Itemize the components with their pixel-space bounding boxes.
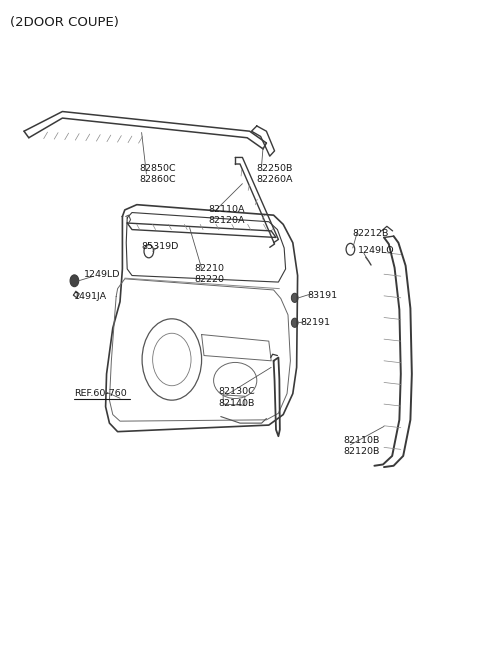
Text: 83191: 83191 — [307, 291, 337, 300]
Text: 82250B
82260A: 82250B 82260A — [257, 164, 293, 184]
Circle shape — [70, 275, 79, 287]
Text: 82130C
82140B: 82130C 82140B — [218, 388, 255, 407]
Circle shape — [291, 293, 298, 302]
Text: 1491JA: 1491JA — [74, 292, 108, 301]
Text: 82212B: 82212B — [353, 229, 389, 238]
Circle shape — [291, 318, 298, 327]
Text: 82110B
82120B: 82110B 82120B — [343, 436, 380, 456]
Text: REF.60-760: REF.60-760 — [74, 389, 127, 398]
Text: 82191: 82191 — [300, 318, 330, 327]
Text: 1249LQ: 1249LQ — [358, 246, 394, 255]
Text: 82850C
82860C: 82850C 82860C — [139, 164, 176, 184]
Text: 1249LD: 1249LD — [84, 270, 120, 279]
Text: (2DOOR COUPE): (2DOOR COUPE) — [10, 16, 119, 30]
Text: 82210
82220: 82210 82220 — [194, 264, 225, 283]
Text: 82110A
82120A: 82110A 82120A — [209, 205, 245, 225]
Text: 85319D: 85319D — [142, 242, 179, 251]
